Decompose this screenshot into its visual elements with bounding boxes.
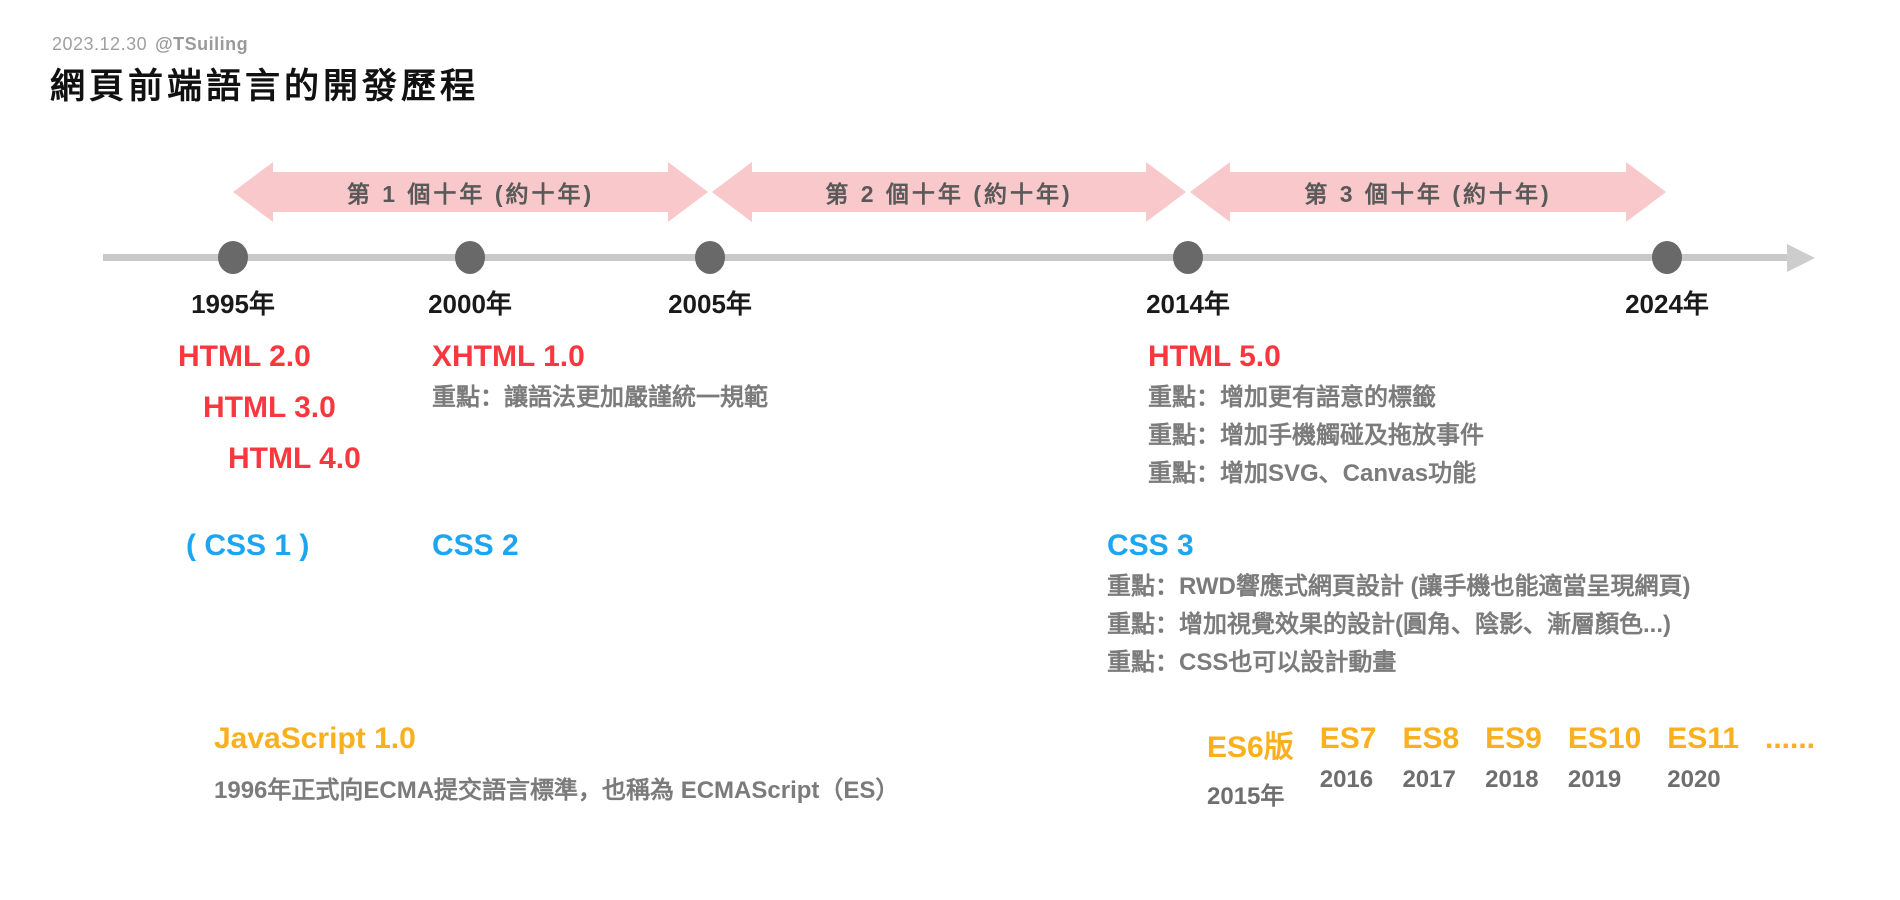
timeline-arrowhead-icon xyxy=(1787,244,1815,272)
slide-date: 2023.12.30 xyxy=(52,34,148,54)
css3-block: CSS 3 重點：RWD響應式網頁設計 (讓手機也能適當呈現網頁) 重點：增加視… xyxy=(1107,529,1691,687)
year-label-2005: 2005年 xyxy=(668,289,752,319)
es8-label: ES8 xyxy=(1402,722,1460,755)
timeline-dot-2000 xyxy=(455,241,485,274)
es7-year: 2016 xyxy=(1319,766,1374,793)
xhtml-block: XHTML 1.0 重點：讓語法更加嚴謹統一規範 xyxy=(432,340,768,422)
decade-arrow-1: 第 1 個十年 (約十年) xyxy=(233,162,708,222)
html5-notes: 重點：增加更有語意的標籤 重點：增加手機觸碰及拖放事件 重點：增加SVG、Can… xyxy=(1148,384,1484,488)
es10-year: 2019 xyxy=(1567,766,1622,793)
timeline-dot-2024 xyxy=(1652,241,1682,274)
es-col-es10: ES10 2019 xyxy=(1568,722,1641,811)
html2-label: HTML 2.0 xyxy=(178,340,311,373)
es-versions-block: ES6版 2015年 ES7 2016 ES8 2017 ES9 2018 ES… xyxy=(1207,722,1815,811)
es6-year: 2015年 xyxy=(1207,783,1285,810)
es6-label: ES6版 xyxy=(1207,731,1294,764)
css3-note-1: 重點：RWD響應式網頁設計 (讓手機也能適當呈現網頁) xyxy=(1107,573,1691,600)
html5-block: HTML 5.0 重點：增加更有語意的標籤 重點：增加手機觸碰及拖放事件 重點：… xyxy=(1148,340,1484,498)
javascript-note: 1996年正式向ECMA提交語言標準，也稱為 ECMAScript（ES） xyxy=(214,777,900,804)
html5-note-3: 重點：增加SVG、Canvas功能 xyxy=(1148,460,1477,487)
javascript-block: JavaScript 1.0 1996年正式向ECMA提交語言標準，也稱為 EC… xyxy=(214,722,899,805)
year-label-1995: 1995年 xyxy=(191,289,275,319)
html-early-versions: HTML 2.0 HTML 3.0 HTML 4.0 xyxy=(178,340,361,493)
xhtml-title: XHTML 1.0 xyxy=(432,340,585,373)
timeline-dot-2005 xyxy=(695,241,725,274)
es-col-es7: ES7 2016 xyxy=(1320,722,1377,811)
timeline-dot-2014 xyxy=(1173,241,1203,274)
xhtml-notes: 重點：讓語法更加嚴謹統一規範 xyxy=(432,384,768,412)
html3-label: HTML 3.0 xyxy=(203,391,336,424)
es9-year: 2018 xyxy=(1485,766,1539,793)
xhtml-note-1: 重點：讓語法更加嚴謹統一規範 xyxy=(432,384,768,411)
es8-year: 2017 xyxy=(1402,766,1456,793)
html5-note-1: 重點：增加更有語意的標籤 xyxy=(1148,384,1436,411)
slide-meta: 2023.12.30 @TSuiling xyxy=(52,34,248,55)
decade-arrow-3-label: 第 3 個十年 (約十年) xyxy=(1304,181,1552,207)
year-label-2024: 2024年 xyxy=(1625,289,1709,319)
decade-arrow-2: 第 2 個十年 (約十年) xyxy=(712,162,1186,222)
timeline-line xyxy=(103,254,1789,261)
year-label-2014: 2014年 xyxy=(1146,289,1230,319)
es11-label: ES11 xyxy=(1667,722,1739,755)
page-title: 網頁前端語言的開發歷程 xyxy=(50,67,480,106)
es11-year: 2020 xyxy=(1667,766,1721,793)
es7-label: ES7 xyxy=(1319,722,1377,755)
timeline-dot-1995 xyxy=(218,241,248,274)
html4-label: HTML 4.0 xyxy=(228,442,361,475)
year-label-2000: 2000年 xyxy=(428,289,512,319)
css3-title: CSS 3 xyxy=(1107,529,1194,562)
es-col-es8: ES8 2017 xyxy=(1402,722,1459,811)
decade-arrow-2-label: 第 2 個十年 (約十年) xyxy=(825,181,1073,207)
es-more-label: ...... xyxy=(1765,722,1816,755)
es-col-es6: ES6版 2015年 xyxy=(1207,722,1294,811)
es-col-es9: ES9 2018 xyxy=(1485,722,1542,811)
author-handle: @TSuiling xyxy=(155,34,249,54)
html5-note-2: 重點：增加手機觸碰及拖放事件 xyxy=(1148,422,1484,449)
decade-arrow-1-label: 第 1 個十年 (約十年) xyxy=(346,181,595,207)
html5-title: HTML 5.0 xyxy=(1148,340,1281,373)
decade-arrow-3: 第 3 個十年 (約十年) xyxy=(1190,162,1666,222)
es9-label: ES9 xyxy=(1485,722,1542,755)
es-col-es11: ES11 2020 xyxy=(1667,722,1739,811)
css2-label: CSS 2 xyxy=(432,529,519,562)
javascript-title: JavaScript 1.0 xyxy=(214,722,416,755)
css1-label: ( CSS 1 ) xyxy=(186,529,310,562)
es-col-more: ...... xyxy=(1765,722,1815,811)
css3-note-2: 重點：增加視覺效果的設計(圓角、陰影、漸層顏色...) xyxy=(1107,611,1671,638)
css3-notes: 重點：RWD響應式網頁設計 (讓手機也能適當呈現網頁) 重點：增加視覺效果的設計… xyxy=(1107,573,1691,677)
es10-label: ES10 xyxy=(1567,722,1642,755)
css3-note-3: 重點：CSS也可以設計動畫 xyxy=(1107,649,1397,676)
